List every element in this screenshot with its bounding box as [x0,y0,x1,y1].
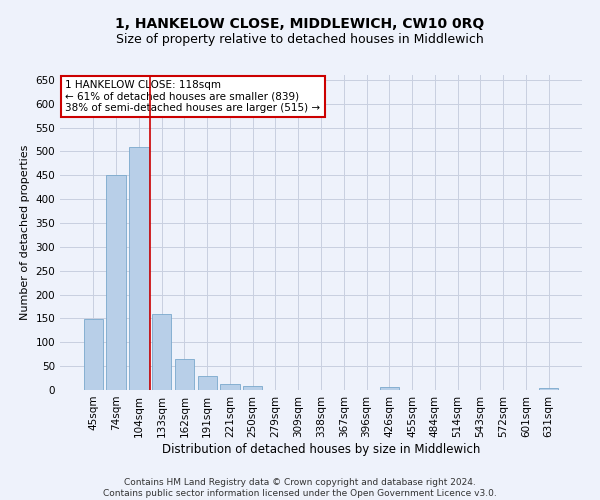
Bar [175,359,194,390]
Text: Contains HM Land Registry data © Crown copyright and database right 2024.
Contai: Contains HM Land Registry data © Crown c… [103,478,497,498]
Bar [243,386,262,390]
Y-axis label: Number of detached properties: Number of detached properties [20,145,30,320]
Text: Size of property relative to detached houses in Middlewich: Size of property relative to detached ho… [116,32,484,46]
Bar [380,387,399,390]
Text: 1 HANKELOW CLOSE: 118sqm
← 61% of detached houses are smaller (839)
38% of semi-: 1 HANKELOW CLOSE: 118sqm ← 61% of detach… [65,80,320,113]
Bar [84,320,103,390]
Bar [152,314,172,390]
Bar [539,388,558,390]
Bar [129,147,149,390]
Bar [197,376,217,390]
Text: 1, HANKELOW CLOSE, MIDDLEWICH, CW10 0RQ: 1, HANKELOW CLOSE, MIDDLEWICH, CW10 0RQ [115,18,485,32]
Bar [220,384,239,390]
Bar [106,175,126,390]
X-axis label: Distribution of detached houses by size in Middlewich: Distribution of detached houses by size … [162,442,480,456]
